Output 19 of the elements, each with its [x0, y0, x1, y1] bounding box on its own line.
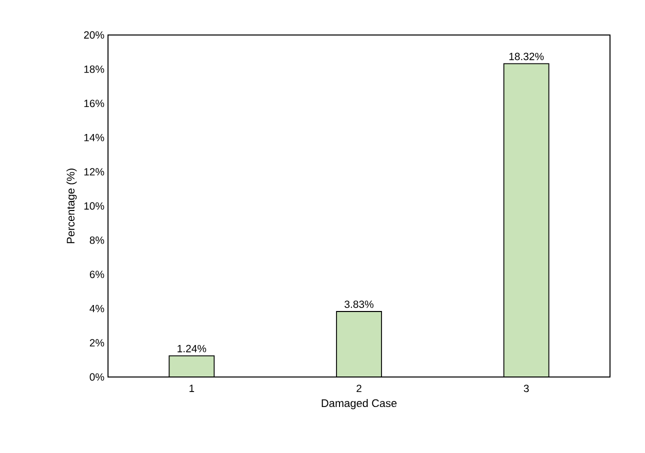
y-tick-label: 10%	[84, 202, 104, 210]
y-tick-label: 2%	[90, 339, 104, 346]
y-tick-label: 8%	[90, 236, 104, 244]
x-axis-title: Damaged Case	[322, 399, 397, 410]
y-axis-title: Percentage (%)	[66, 168, 77, 244]
x-tick-label: 2	[356, 384, 362, 392]
x-tick-label: 3	[524, 384, 529, 392]
y-tick-label: 6%	[90, 270, 104, 278]
y-tick-label: 20%	[84, 31, 104, 39]
y-tick-label: 18%	[84, 65, 104, 73]
data-label: 18.32%	[509, 52, 544, 60]
y-tick-label: 14%	[84, 134, 104, 142]
y-tick-label: 12%	[84, 168, 104, 176]
data-label: 3.83%	[344, 300, 374, 308]
data-label: 1.24%	[178, 344, 206, 352]
y-tick-label: 0%	[90, 373, 104, 381]
y-tick-label: 16%	[84, 100, 104, 108]
y-tick-label: 4%	[90, 304, 104, 312]
x-tick-label: 1	[190, 384, 194, 392]
